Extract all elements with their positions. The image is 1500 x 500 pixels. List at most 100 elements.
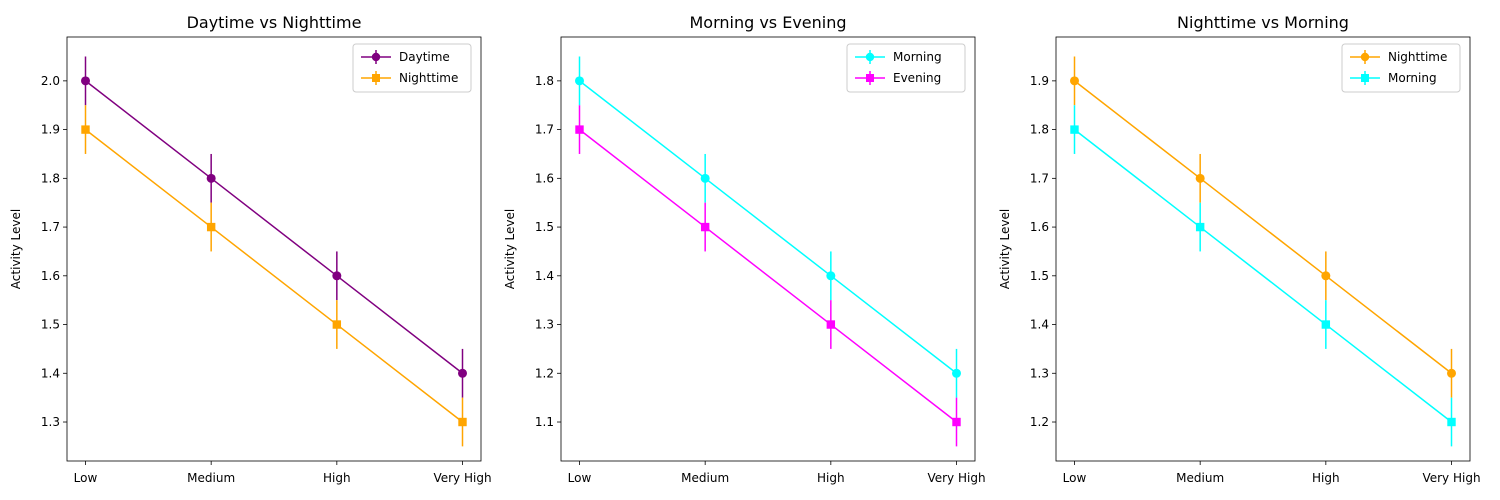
series-line <box>85 80 463 374</box>
y-tick-label: 1.8 <box>41 171 60 185</box>
y-tick-label: 1.5 <box>535 220 554 234</box>
y-tick-label: 1.8 <box>535 74 554 88</box>
x-tick-label: Very High <box>433 471 491 485</box>
y-tick-label: 1.1 <box>535 415 554 429</box>
series-nighttime <box>81 105 467 447</box>
y-tick-label: 1.7 <box>1030 171 1049 185</box>
legend-label: Morning <box>893 50 942 64</box>
y-tick-label: 1.9 <box>41 123 60 137</box>
data-point <box>1070 125 1079 134</box>
legend-marker <box>371 52 381 62</box>
y-tick-label: 1.4 <box>1030 318 1049 332</box>
data-point <box>458 368 467 378</box>
data-point <box>1321 320 1331 329</box>
series-line <box>579 129 957 423</box>
data-point <box>1321 271 1331 281</box>
legend-marker <box>865 52 875 62</box>
y-tick-label: 1.3 <box>1030 366 1049 380</box>
axes-frame <box>560 36 976 462</box>
axes-frame <box>66 36 482 462</box>
series-line <box>85 129 463 423</box>
y-tick-label: 1.5 <box>41 318 60 332</box>
chart-title: Daytime vs Nighttime <box>187 13 362 32</box>
x-tick-label: Very High <box>927 471 985 485</box>
chart-panel-3: Nighttime vs Morning Activity Level 1.2 1.3… <box>998 13 1481 485</box>
data-point <box>206 173 216 183</box>
legend-box <box>1341 43 1461 93</box>
data-point <box>81 76 90 86</box>
x-tick-label: Medium <box>681 471 729 485</box>
y-tick-label: 1.3 <box>535 318 554 332</box>
data-point <box>826 271 836 281</box>
legend-label: Nighttime <box>399 71 458 85</box>
legend-box <box>846 43 966 93</box>
y-tick-label: 2.0 <box>41 74 60 88</box>
legend-marker <box>1361 74 1369 82</box>
y-tick-label: 1.8 <box>1030 123 1049 137</box>
y-tick-label: 1.5 <box>1030 269 1049 283</box>
legend: Daytime Nighttime <box>352 43 472 93</box>
series-morning <box>1070 105 1456 447</box>
data-point <box>700 222 710 232</box>
legend-label: Evening <box>893 71 941 85</box>
chart-panel-2: Morning vs Evening Activity Level 1.1 1.2 1.… <box>503 13 986 485</box>
data-point <box>458 417 467 427</box>
data-point <box>1447 417 1456 427</box>
legend-marker <box>866 74 874 82</box>
x-tick-label: Medium <box>187 471 235 485</box>
data-point <box>1447 368 1456 378</box>
axes-frame <box>1055 36 1471 462</box>
legend-label: Daytime <box>399 50 450 64</box>
x-tick-label: Medium <box>1176 471 1224 485</box>
y-axis-label: Activity Level <box>998 209 1012 289</box>
data-point <box>1195 222 1205 232</box>
y-tick-label: 1.6 <box>1030 220 1049 234</box>
legend-box <box>352 43 472 93</box>
legend-label: Morning <box>1388 71 1437 85</box>
data-point <box>1070 76 1079 86</box>
legend: Morning Evening <box>846 43 966 93</box>
x-tick-label: High <box>1312 471 1340 485</box>
data-point <box>952 368 961 378</box>
y-tick-label: 1.7 <box>41 220 60 234</box>
y-tick-label: 1.2 <box>535 366 554 380</box>
series-nighttime <box>1070 56 1456 398</box>
y-tick-label: 1.6 <box>41 269 60 283</box>
series-line <box>579 80 957 374</box>
data-point <box>332 320 342 329</box>
x-tick-label: Low <box>74 471 98 485</box>
y-tick-label: 1.9 <box>1030 74 1049 88</box>
legend-label: Nighttime <box>1388 50 1447 64</box>
y-axis-label: Activity Level <box>9 209 23 289</box>
series-morning <box>575 56 961 398</box>
y-axis-label: Activity Level <box>503 209 517 289</box>
chart-title: Nighttime vs Morning <box>1177 13 1349 32</box>
data-point <box>81 125 90 134</box>
legend-marker <box>372 74 380 82</box>
series-daytime <box>81 56 467 398</box>
x-tick-label: Very High <box>1422 471 1480 485</box>
y-tick-label: 1.4 <box>535 269 554 283</box>
y-tick-label: 1.6 <box>535 171 554 185</box>
y-tick-label: 1.3 <box>41 415 60 429</box>
legend-marker <box>1360 52 1370 62</box>
chart-title: Morning vs Evening <box>689 13 846 32</box>
data-point <box>952 417 961 427</box>
x-tick-label: Low <box>1063 471 1087 485</box>
series-evening <box>575 105 961 447</box>
data-point <box>575 125 584 134</box>
y-tick-label: 1.7 <box>535 123 554 137</box>
y-tick-label: 1.2 <box>1030 415 1049 429</box>
series-line <box>1074 80 1452 374</box>
x-tick-label: Low <box>568 471 592 485</box>
legend: Nighttime Morning <box>1341 43 1461 93</box>
data-point <box>826 320 836 329</box>
data-point <box>575 76 584 86</box>
data-point <box>206 222 216 232</box>
chart-panel-1: Daytime vs Nighttime Activity Level 1.3 1.4… <box>9 13 492 485</box>
data-point <box>332 271 342 281</box>
series-line <box>1074 129 1452 423</box>
y-tick-label: 1.4 <box>41 366 60 380</box>
x-tick-label: High <box>817 471 845 485</box>
